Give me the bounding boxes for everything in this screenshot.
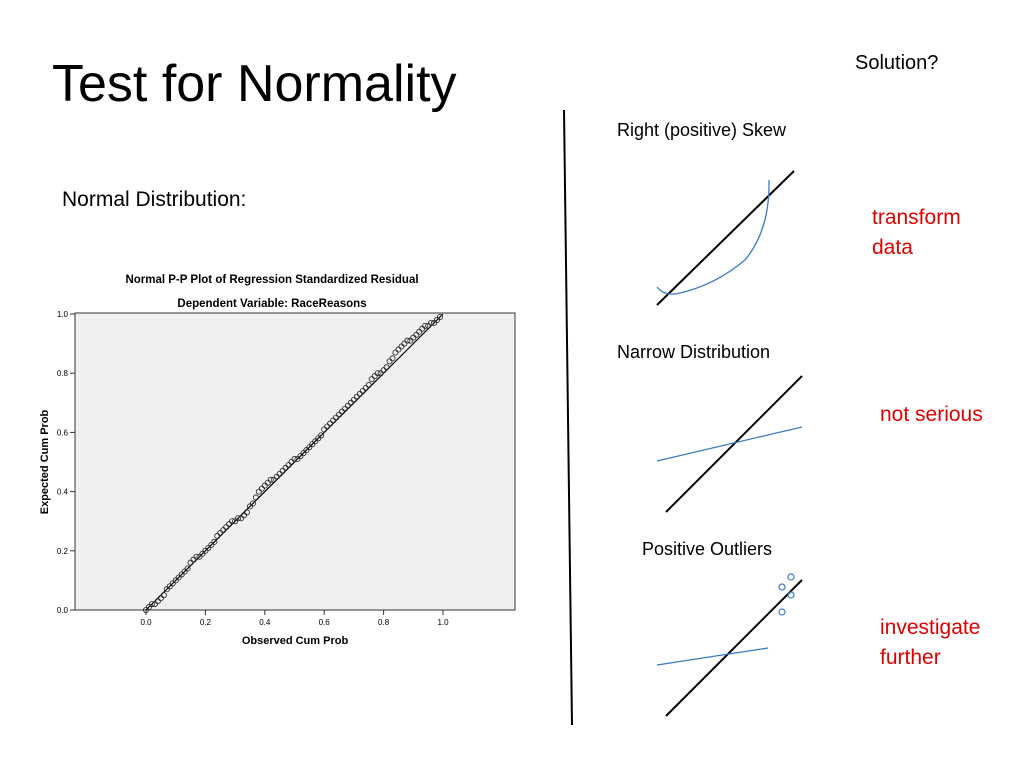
reference-line (656, 170, 795, 306)
x-axis-label: Observed Cum Prob (242, 635, 349, 647)
chart-subtitle: Dependent Variable: RaceReasons (177, 298, 366, 310)
x-tick-label: 1.0 (437, 618, 449, 627)
flat-line (656, 647, 769, 666)
data-point (383, 364, 390, 371)
skew-curve (656, 179, 770, 295)
data-point (229, 518, 236, 525)
data-point (389, 355, 396, 362)
data-point (428, 319, 435, 326)
narrow-distribution-diagram (656, 375, 803, 513)
data-point (437, 313, 444, 320)
vertical-divider (563, 109, 573, 726)
data-point (267, 476, 274, 483)
positive-outliers-diagram (656, 573, 803, 717)
y-axis-label: Expected Cum Prob (39, 409, 51, 514)
data-points (143, 313, 444, 613)
data-point (252, 494, 259, 501)
solution-investigate-further: investigate further (880, 616, 981, 669)
data-point (193, 553, 200, 560)
flat-line (656, 426, 803, 462)
x-tick-label: 0.0 (140, 618, 152, 627)
data-point (243, 509, 250, 516)
y-tick-label: 0.6 (57, 428, 69, 437)
data-point (374, 370, 381, 377)
data-point (249, 500, 256, 507)
y-tick-label: 0.2 (57, 547, 69, 556)
x-tick-label: 0.6 (319, 618, 331, 627)
data-point (211, 538, 218, 545)
outlier-point (787, 591, 795, 599)
y-tick-label: 1.0 (57, 310, 69, 319)
solution-not-serious: not serious (880, 403, 983, 426)
x-tick-label: 0.2 (200, 618, 212, 627)
outlier-point (778, 608, 786, 616)
solution-transform-data: transform data (872, 206, 961, 259)
x-tick-label: 0.8 (378, 618, 390, 627)
data-point (318, 432, 325, 439)
axes: 0.0 0.2 0.4 0.6 0.8 1.0 0.0 0.2 0.4 0.6 0.8 1.0 (57, 310, 449, 627)
data-point (291, 456, 298, 463)
right-skew-diagram (656, 170, 795, 306)
slide-title: Test for Normality (52, 55, 457, 113)
data-point (184, 565, 191, 572)
pp-plot-chart: Normal P-P Plot of Regression Standardiz… (39, 274, 516, 647)
data-point (422, 322, 429, 329)
outlier-point (787, 573, 795, 581)
y-tick-label: 0.8 (57, 369, 69, 378)
data-point (365, 382, 372, 389)
solution-heading: Solution? (855, 52, 939, 74)
data-point (160, 592, 167, 599)
data-point (148, 601, 155, 608)
y-tick-label: 0.4 (57, 488, 69, 497)
section-label-right-skew: Right (positive) Skew (617, 120, 787, 140)
normal-distribution-label: Normal Distribution: (62, 188, 247, 211)
reference-line (665, 579, 803, 717)
section-label-narrow-distribution: Narrow Distribution (617, 342, 771, 362)
data-point (404, 337, 411, 344)
reference-line (665, 375, 803, 513)
data-point (235, 515, 242, 522)
section-label-positive-outliers: Positive Outliers (642, 539, 773, 559)
chart-title: Normal P-P Plot of Regression Standardiz… (125, 274, 418, 286)
outlier-point (778, 583, 786, 591)
y-tick-label: 0.0 (57, 606, 69, 615)
x-tick-label: 0.4 (259, 618, 271, 627)
